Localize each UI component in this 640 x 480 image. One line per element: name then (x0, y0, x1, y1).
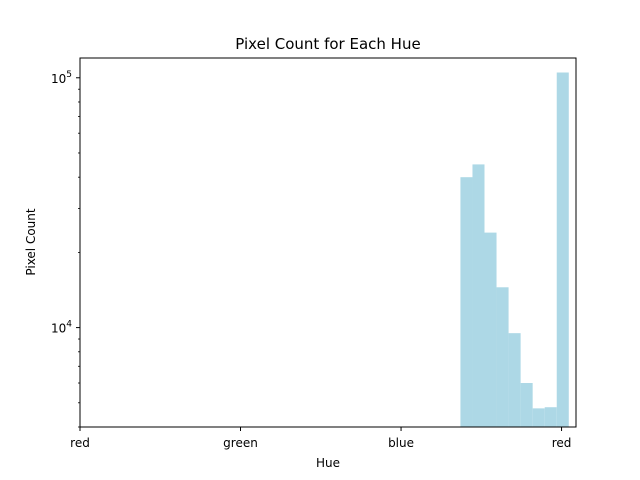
x-tick-label: green (223, 436, 258, 450)
y-axis-label: Pixel Count (24, 208, 38, 276)
y-tick-label: 104 (51, 320, 72, 336)
y-tick-label: 105 (51, 70, 72, 86)
plot-frame (79, 57, 577, 428)
x-axis-label: Hue (316, 456, 340, 470)
y-axis-ticks: 104 105 (51, 70, 80, 428)
histogram-bar-4 (496, 287, 509, 427)
x-axis-ticks: red green blue red (70, 427, 571, 450)
x-tick-label: red (552, 436, 572, 450)
bars-group (460, 72, 569, 428)
x-tick-label: red (70, 436, 90, 450)
x-tick-label: blue (388, 436, 414, 450)
chart-title: Pixel Count for Each Hue (235, 35, 420, 53)
histogram-bar-5 (508, 333, 521, 427)
histogram-bar-3 (484, 232, 497, 427)
histogram-bar-8 (544, 407, 557, 427)
histogram-bar-7 (532, 408, 545, 427)
histogram-bar-9 (556, 72, 569, 428)
histogram-bar-2 (472, 164, 485, 427)
histogram-bar-6 (520, 383, 533, 427)
histogram-bar-1 (460, 177, 473, 427)
